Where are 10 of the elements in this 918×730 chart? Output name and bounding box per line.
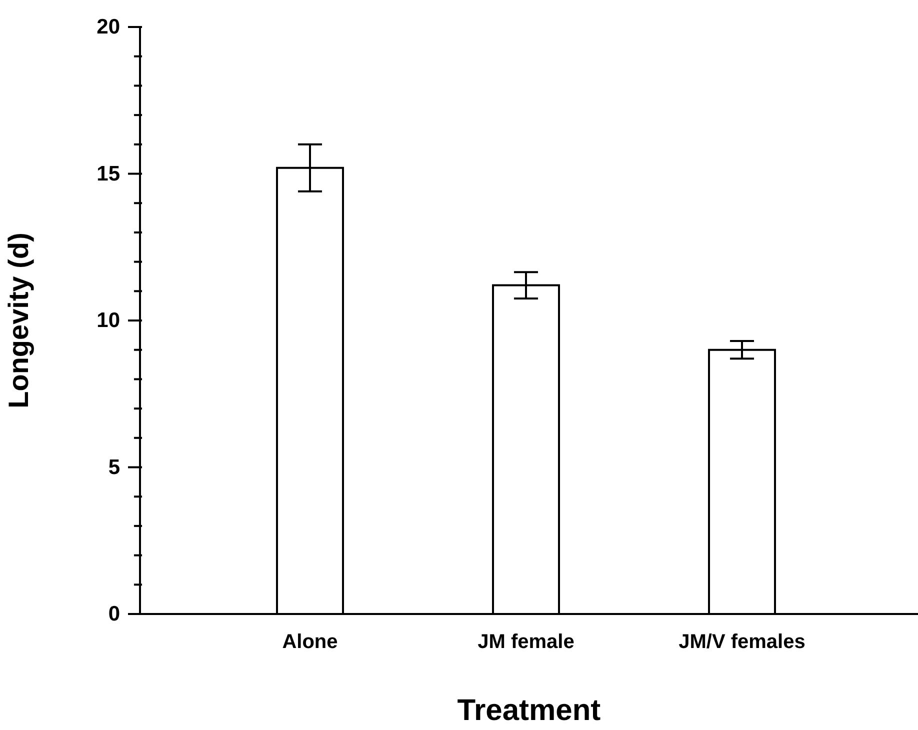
y-tick-label: 15 <box>96 162 120 186</box>
x-tick-label: JM female <box>478 631 574 654</box>
y-tick-label: 5 <box>108 456 120 479</box>
x-tick-label: Alone <box>282 631 338 654</box>
y-axis-title: Longevity (d) <box>2 232 34 408</box>
x-axis-title: Treatment <box>457 694 601 727</box>
y-tick-label: 10 <box>96 309 120 332</box>
y-tick-label: 0 <box>108 602 120 626</box>
y-tick-label: 20 <box>96 16 120 38</box>
x-tick-label: JM/V females <box>678 631 806 654</box>
